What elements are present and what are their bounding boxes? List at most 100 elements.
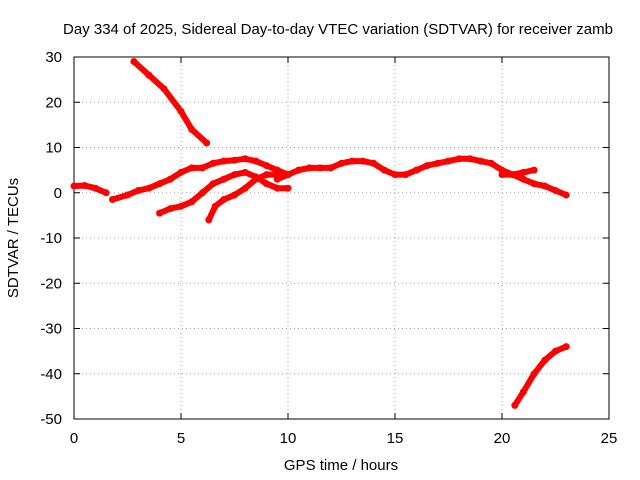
- data-point: [177, 202, 185, 210]
- data-point: [562, 191, 570, 199]
- y-tick-label: -30: [40, 321, 62, 338]
- x-tick-label: 0: [70, 430, 78, 447]
- data-series: [70, 58, 570, 409]
- data-point: [205, 216, 213, 224]
- data-point: [109, 196, 116, 203]
- data-point: [220, 196, 228, 203]
- data-point: [295, 166, 303, 174]
- x-tick-label: 5: [177, 430, 185, 447]
- data-point: [412, 166, 420, 174]
- data-point: [231, 156, 238, 164]
- data-point: [70, 182, 78, 190]
- data-point: [241, 155, 249, 163]
- data-point: [552, 187, 559, 194]
- x-tick-label: 15: [387, 430, 404, 447]
- data-point: [327, 164, 335, 172]
- y-tick-label: 30: [45, 49, 62, 66]
- data-point: [530, 180, 538, 188]
- data-point: [198, 164, 206, 172]
- data-point: [81, 182, 89, 189]
- data-point: [541, 356, 549, 364]
- data-point: [552, 347, 559, 355]
- data-point: [156, 180, 164, 188]
- data-point: [220, 157, 228, 165]
- data-arc-arc-1: [71, 182, 110, 196]
- data-point: [305, 164, 313, 172]
- y-tick-label: -20: [40, 275, 62, 292]
- data-point: [402, 171, 410, 179]
- y-tick-label: 20: [45, 94, 62, 111]
- data-point: [348, 157, 356, 165]
- data-point: [370, 159, 378, 167]
- chart-title: Day 334 of 2025, Sidereal Day-to-day VTE…: [63, 21, 613, 38]
- data-point: [530, 166, 538, 174]
- data-point: [359, 157, 367, 165]
- data-point: [273, 175, 281, 183]
- y-tick-label: -40: [40, 366, 62, 383]
- data-point: [338, 159, 345, 167]
- axis-ticks: 0 5 10 15 20 25 -50 -40 -30 -20 -10 0 10 20 30: [40, 49, 617, 447]
- data-point: [231, 191, 238, 199]
- data-point: [263, 171, 271, 179]
- y-tick-label: -50: [40, 411, 62, 428]
- data-point: [263, 162, 271, 170]
- data-point: [284, 184, 292, 192]
- data-point: [91, 184, 99, 192]
- data-point: [220, 175, 228, 183]
- data-point: [487, 159, 495, 167]
- y-tick-label: 10: [45, 140, 62, 157]
- data-point: [316, 164, 324, 172]
- data-point: [160, 85, 168, 93]
- data-point: [455, 155, 463, 163]
- data-point: [466, 155, 474, 163]
- data-arc-arc-7: [499, 167, 538, 178]
- x-axis-label: GPS time / hours: [284, 457, 398, 474]
- data-point: [562, 343, 570, 351]
- data-point: [209, 180, 217, 188]
- data-point: [252, 175, 260, 183]
- data-point: [380, 166, 388, 174]
- x-tick-label: 10: [280, 430, 297, 447]
- data-point: [477, 157, 485, 165]
- data-point: [166, 205, 174, 213]
- data-point: [209, 159, 217, 167]
- data-point: [391, 171, 399, 179]
- data-point: [211, 202, 219, 210]
- data-point: [203, 139, 211, 147]
- data-point: [511, 401, 519, 409]
- data-point: [541, 182, 549, 190]
- x-tick-label: 25: [601, 430, 618, 447]
- data-point: [188, 198, 196, 206]
- data-point: [166, 175, 174, 183]
- data-point: [124, 191, 131, 199]
- data-point: [252, 157, 260, 165]
- data-point: [434, 159, 442, 167]
- data-point: [519, 388, 527, 396]
- data-point: [498, 171, 506, 179]
- data-point: [231, 171, 238, 179]
- data-point: [519, 168, 527, 176]
- data-point: [273, 184, 281, 192]
- data-point: [509, 171, 517, 179]
- data-arc-arc-8: [511, 343, 570, 409]
- data-point: [519, 175, 527, 183]
- data-point: [445, 157, 452, 165]
- data-point: [145, 184, 153, 192]
- data-point: [188, 164, 196, 172]
- x-tick-label: 20: [494, 430, 511, 447]
- y-axis-label: SDTVAR / TECUs: [5, 178, 22, 298]
- data-point: [130, 58, 138, 65]
- data-point: [530, 370, 538, 378]
- y-tick-label: 0: [54, 185, 62, 202]
- data-point: [198, 189, 206, 197]
- data-point: [156, 209, 164, 217]
- data-point: [188, 125, 196, 133]
- data-point: [177, 107, 185, 115]
- grid-lines: [74, 57, 609, 419]
- data-point: [284, 171, 292, 179]
- data-point: [263, 180, 271, 188]
- data-point: [241, 184, 249, 192]
- data-point: [177, 168, 185, 176]
- data-point: [102, 189, 110, 197]
